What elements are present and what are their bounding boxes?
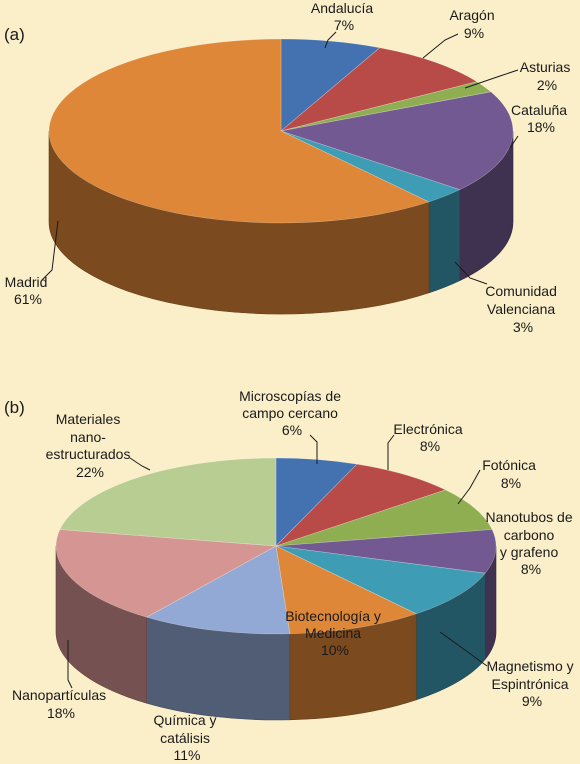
slice-label-nanotubos: Nanotubos de carbono y grafeno 8% xyxy=(485,509,576,577)
leader-line-microscopias xyxy=(309,434,318,464)
pie-b-geometry xyxy=(55,457,497,721)
slice-side-comunidad-valenciana xyxy=(428,189,461,294)
slice-label-comunidad-valenciana: Comunidad Valenciana 3% xyxy=(485,283,561,335)
slice-label-andalucia: Andalucía 7% xyxy=(311,0,377,33)
leader-line-aragon xyxy=(422,33,459,59)
slice-label-asturias: Asturias 2% xyxy=(520,59,574,93)
leader-line-andalucia xyxy=(324,31,337,49)
slice-top-quimica-y-catalisis xyxy=(145,545,291,635)
slice-label-magnetismo: Magnetismo y Espintrónica 9% xyxy=(486,658,577,709)
leader-line-fotonica xyxy=(457,469,481,505)
slice-top-cataluna xyxy=(280,91,514,190)
slice-label-aragon: Aragón 9% xyxy=(449,7,498,41)
slice-top-nanoparticulas xyxy=(55,529,278,618)
leader-line-magnetismo xyxy=(439,631,488,667)
panel-label-b: (b) xyxy=(4,398,25,417)
panel-label-a: (a) xyxy=(4,25,25,44)
slice-top-madrid xyxy=(48,38,430,224)
leader-line-cataluna xyxy=(509,135,519,149)
slice-label-nanoparticulas: Nanopartículas 18% xyxy=(12,687,110,721)
slice-top-biotecnologia-y-medicina xyxy=(275,545,418,635)
slice-label-fotonica: Fotónica 8% xyxy=(482,457,540,491)
slice-label-microscopias: Microscopías de campo cercano 6% xyxy=(239,388,345,438)
leader-line-madrid xyxy=(41,220,59,281)
slice-top-materiales-nano-estructurados xyxy=(59,457,277,547)
slice-top-andalucia xyxy=(280,38,381,132)
slice-label-madrid: Madrid 61% xyxy=(5,274,52,307)
pie-chart-a: (a) Andalucía 7% Aragón 9% Asturias 2% C… xyxy=(4,0,574,335)
slice-top-magnetismo-y-espintronica xyxy=(275,545,486,615)
slice-label-materiales: Materiales nano- estructurados 22% xyxy=(46,411,135,480)
slice-top-fotonica xyxy=(275,489,493,547)
slice-label-biotecnologia: Biotecnología y Medicina 10% xyxy=(285,608,385,658)
pie-b-labels: Microscopías de campo cercano 6% Electró… xyxy=(12,388,577,763)
slice-top-comunidad-valenciana xyxy=(280,130,461,203)
slice-top-nanotubos-de-carbono-y-grafeno xyxy=(275,529,497,574)
slice-top-aragon xyxy=(280,47,478,132)
pie-chart-b: (b) Microscopías de campo cercano 6% Ele… xyxy=(4,388,577,763)
slice-label-cataluna: Cataluña 18% xyxy=(511,102,571,135)
pie-a-geometry xyxy=(48,38,514,315)
slice-top-asturias xyxy=(280,81,492,132)
leader-line-materiales xyxy=(129,457,151,471)
slice-top-electronica xyxy=(275,463,447,547)
pie-a-labels: Andalucía 7% Aragón 9% Asturias 2% Catal… xyxy=(5,0,574,335)
leader-line-nanoparticulas xyxy=(67,640,73,689)
slice-label-quimica: Química y catálisis 11% xyxy=(154,712,221,763)
leader-line-asturias xyxy=(464,69,519,89)
slice-label-electronica: Electrónica 8% xyxy=(393,421,466,454)
leader-line-electronica xyxy=(387,434,395,470)
leader-line-comunidad-valenciana xyxy=(454,261,488,285)
